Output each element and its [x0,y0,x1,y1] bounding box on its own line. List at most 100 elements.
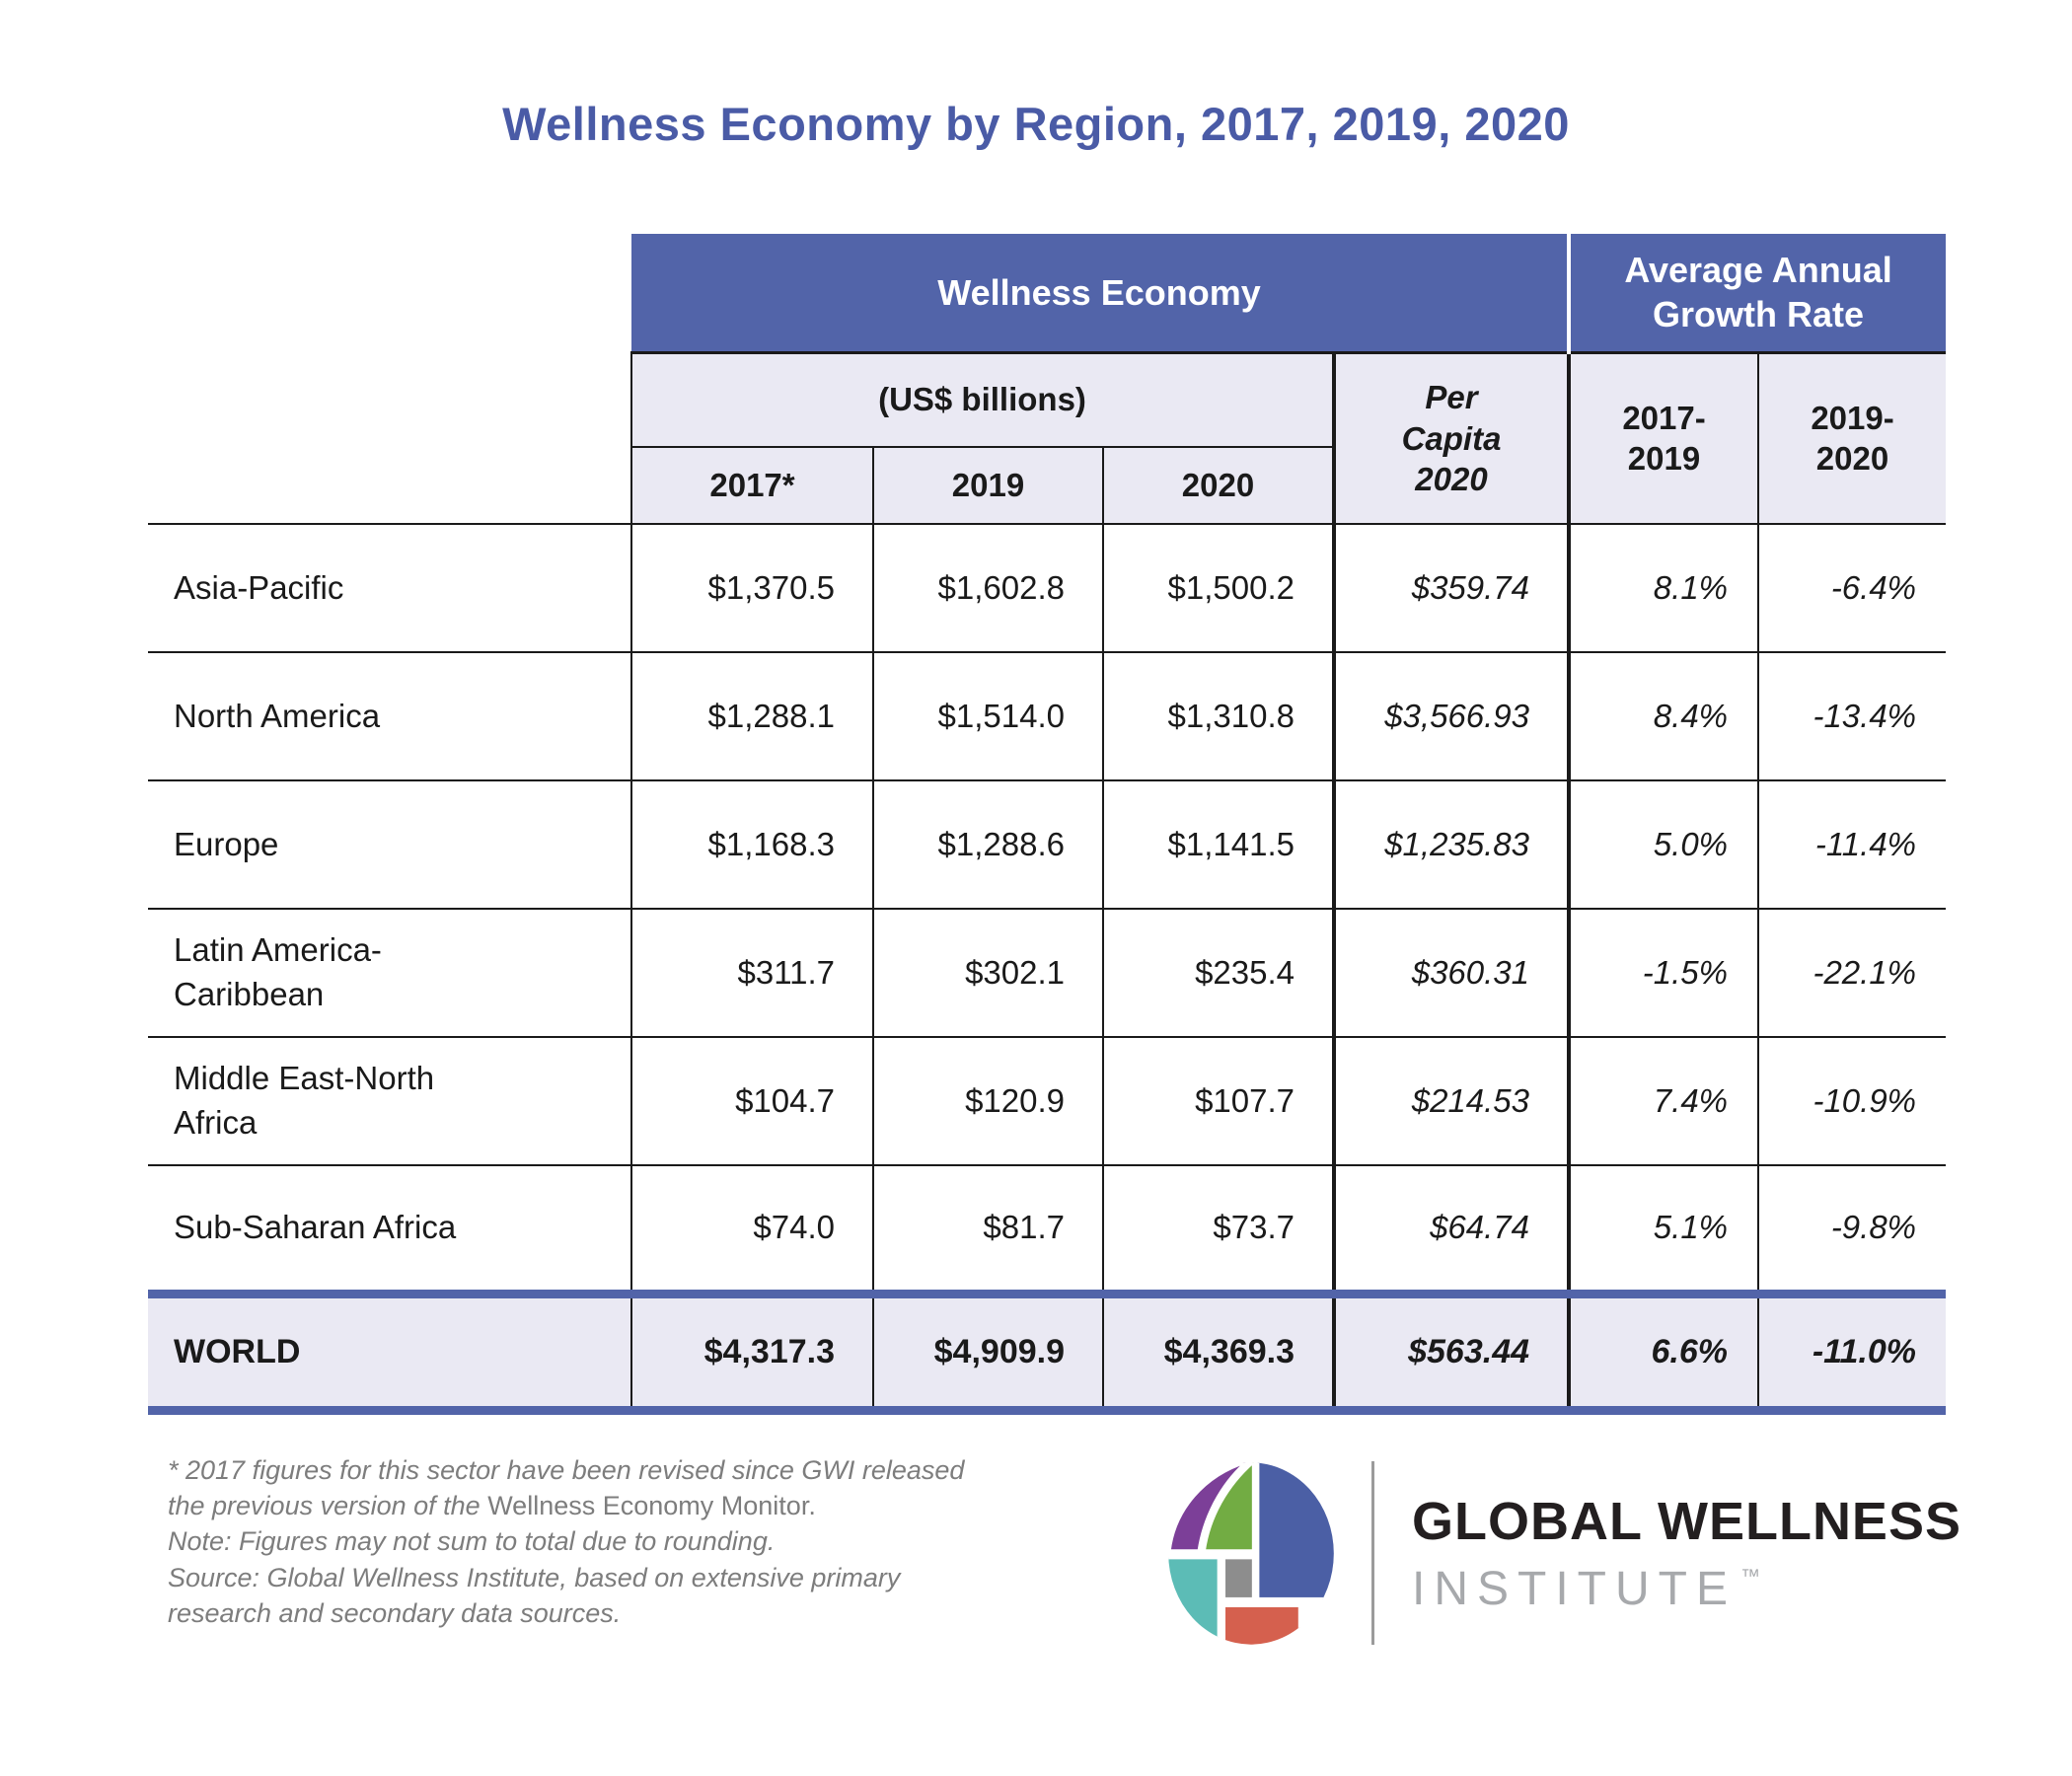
logo-segment-teal [1168,1555,1221,1645]
brand-name-line2: INSTITUTE ™ [1412,1562,1961,1616]
logo-segment-gray [1221,1555,1256,1600]
value-2017: $1,288.1 [630,651,873,780]
value-2019: $1,514.0 [872,651,1103,780]
header-wellness-economy: Wellness Economy [631,234,1570,354]
region-label: Sub-Saharan Africa [148,1164,631,1294]
value-2017: $104.7 [630,1036,873,1165]
header-2020: 2020 [1102,447,1334,524]
value-growth-2019-2020: -22.1% [1757,908,1947,1037]
value-growth-2019-2020: -9.8% [1757,1164,1947,1294]
region-text: Latin America-Caribbean [174,931,382,1012]
table-row: Sub-Saharan Africa $74.0 $81.7 $73.7 $64… [148,1164,1947,1294]
header-per-capita-2020: Per Capita 2020 [1331,352,1572,524]
footnote-source-line: Source: Global Wellness Institute, based… [168,1562,901,1629]
table-row: North America $1,288.1 $1,514.0 $1,310.8… [148,651,1947,780]
growth-2017-2019-label: 2017-2019 [1622,400,1706,478]
region-text: Middle East-North Africa [174,1060,435,1141]
table-banner-row: Wellness Economy Average Annual Growth R… [148,234,1947,524]
value-2020: $107.7 [1102,1036,1334,1165]
total-2020: $4,369.3 [1102,1289,1334,1415]
total-growth-2017-2019: 6.6% [1569,1289,1759,1415]
region-text: Europe [174,825,279,862]
value-growth-2017-2019: 8.4% [1569,651,1759,780]
brand-name-line1: GLOBAL WELLNESS [1411,1491,1961,1551]
corner-cell [148,234,631,524]
value-2017: $1,168.3 [630,779,873,909]
value-2017: $74.0 [630,1164,873,1294]
region-label: Middle East-North Africa [148,1036,631,1165]
table-subheader-row: (US$ billions) Per Capita 2020 2017-2019… [148,352,1947,524]
header-growth-2019-2020: 2019-2020 [1757,352,1947,524]
value-2019: $302.1 [872,908,1103,1037]
value-growth-2019-2020: -13.4% [1757,651,1947,780]
value-growth-2017-2019: 5.1% [1569,1164,1759,1294]
value-2019: $1,288.6 [872,779,1103,909]
value-2020: $1,310.8 [1102,651,1334,780]
footnote: * 2017 figures for this sector have been… [168,1452,1008,1632]
header-2019: 2019 [872,447,1103,524]
page-title: Wellness Economy by Region, 2017, 2019, … [502,98,1570,150]
total-per-capita-2020: $563.44 [1331,1289,1572,1415]
header-average-annual-growth-rate: Average Annual Growth Rate [1567,234,1947,354]
footnote-note-line: Note: Figures may not sum to total due t… [168,1526,776,1557]
footnote-asterisk-line: * 2017 figures for this sector have been… [168,1452,1008,1524]
region-label: North America [148,651,631,780]
value-growth-2019-2020: -10.9% [1757,1036,1947,1165]
value-growth-2019-2020: -6.4% [1757,523,1947,652]
table-row: Latin America-Caribbean $311.7 $302.1 $2… [148,908,1947,1037]
logo-segment-coral [1221,1603,1302,1645]
table-years-row: 2017* 2019 2020 [148,447,1946,524]
region-label: Asia-Pacific [148,523,631,652]
total-growth-2019-2020: -11.0% [1757,1289,1947,1415]
footnote-asterisk-text: * 2017 figures for this sector have been… [168,1454,965,1520]
value-per-capita-2020: $3,566.93 [1331,651,1572,780]
logo-text: GLOBAL WELLNESS INSTITUTE ™ [1412,1491,1961,1616]
total-2019: $4,909.9 [872,1289,1103,1415]
value-2020: $1,500.2 [1102,523,1334,652]
region-text: Asia-Pacific [174,568,344,606]
total-2017: $4,317.3 [630,1289,873,1415]
value-growth-2017-2019: 7.4% [1569,1036,1759,1165]
table-total-row: WORLD $4,317.3 $4,909.9 $4,369.3 $563.44… [148,1289,1947,1415]
logo-segment-green [1202,1461,1256,1553]
value-per-capita-2020: $359.74 [1331,523,1572,652]
trademark-symbol: ™ [1739,1565,1760,1588]
gwi-logo: GLOBAL WELLNESS INSTITUTE ™ [1164,1458,1961,1649]
region-label: Europe [148,779,631,909]
value-2020: $1,141.5 [1102,779,1334,909]
value-2017: $311.7 [630,908,873,1037]
per-capita-label: Per Capita 2020 [1401,379,1502,497]
logo-segment-blue [1256,1461,1334,1600]
region-label: Latin America-Caribbean [148,908,631,1037]
table-row: Asia-Pacific $1,370.5 $1,602.8 $1,500.2 … [148,523,1947,652]
value-per-capita-2020: $214.53 [1331,1036,1572,1165]
logo-segment-purple [1168,1461,1248,1553]
footer: * 2017 figures for this sector have been… [168,1452,1973,1649]
footnote-monitor-name: Wellness Economy Monitor. [487,1490,816,1520]
header-us-billions: (US$ billions) [630,352,1334,448]
header-2017: 2017* [630,447,873,524]
wellness-economy-table: Wellness Economy Average Annual Growth R… [148,234,1947,1415]
region-text: North America [174,697,381,734]
value-2019: $120.9 [872,1036,1103,1165]
value-growth-2017-2019: 8.1% [1569,523,1759,652]
gwi-logo-mark-icon [1168,1461,1334,1645]
value-per-capita-2020: $64.74 [1331,1164,1572,1294]
value-per-capita-2020: $360.31 [1331,908,1572,1037]
region-label-world: WORLD [148,1289,631,1415]
table-row: Middle East-North Africa $104.7 $120.9 $… [148,1036,1947,1165]
value-growth-2019-2020: -11.4% [1757,779,1947,909]
region-text: Sub-Saharan Africa [174,1208,457,1245]
brand-institute-text: INSTITUTE [1411,1562,1737,1615]
value-2017: $1,370.5 [630,523,873,652]
logo-divider [1370,1461,1374,1645]
value-growth-2017-2019: -1.5% [1569,908,1759,1037]
table-row: Europe $1,168.3 $1,288.6 $1,141.5 $1,235… [148,779,1947,909]
header-growth-2017-2019: 2017-2019 [1569,352,1759,524]
value-2020: $235.4 [1102,908,1334,1037]
value-2019: $1,602.8 [872,523,1103,652]
growth-2019-2020-label: 2019-2020 [1811,400,1894,478]
value-growth-2017-2019: 5.0% [1569,779,1759,909]
value-2020: $73.7 [1102,1164,1334,1294]
page: Wellness Economy by Region, 2017, 2019, … [0,97,2072,1776]
